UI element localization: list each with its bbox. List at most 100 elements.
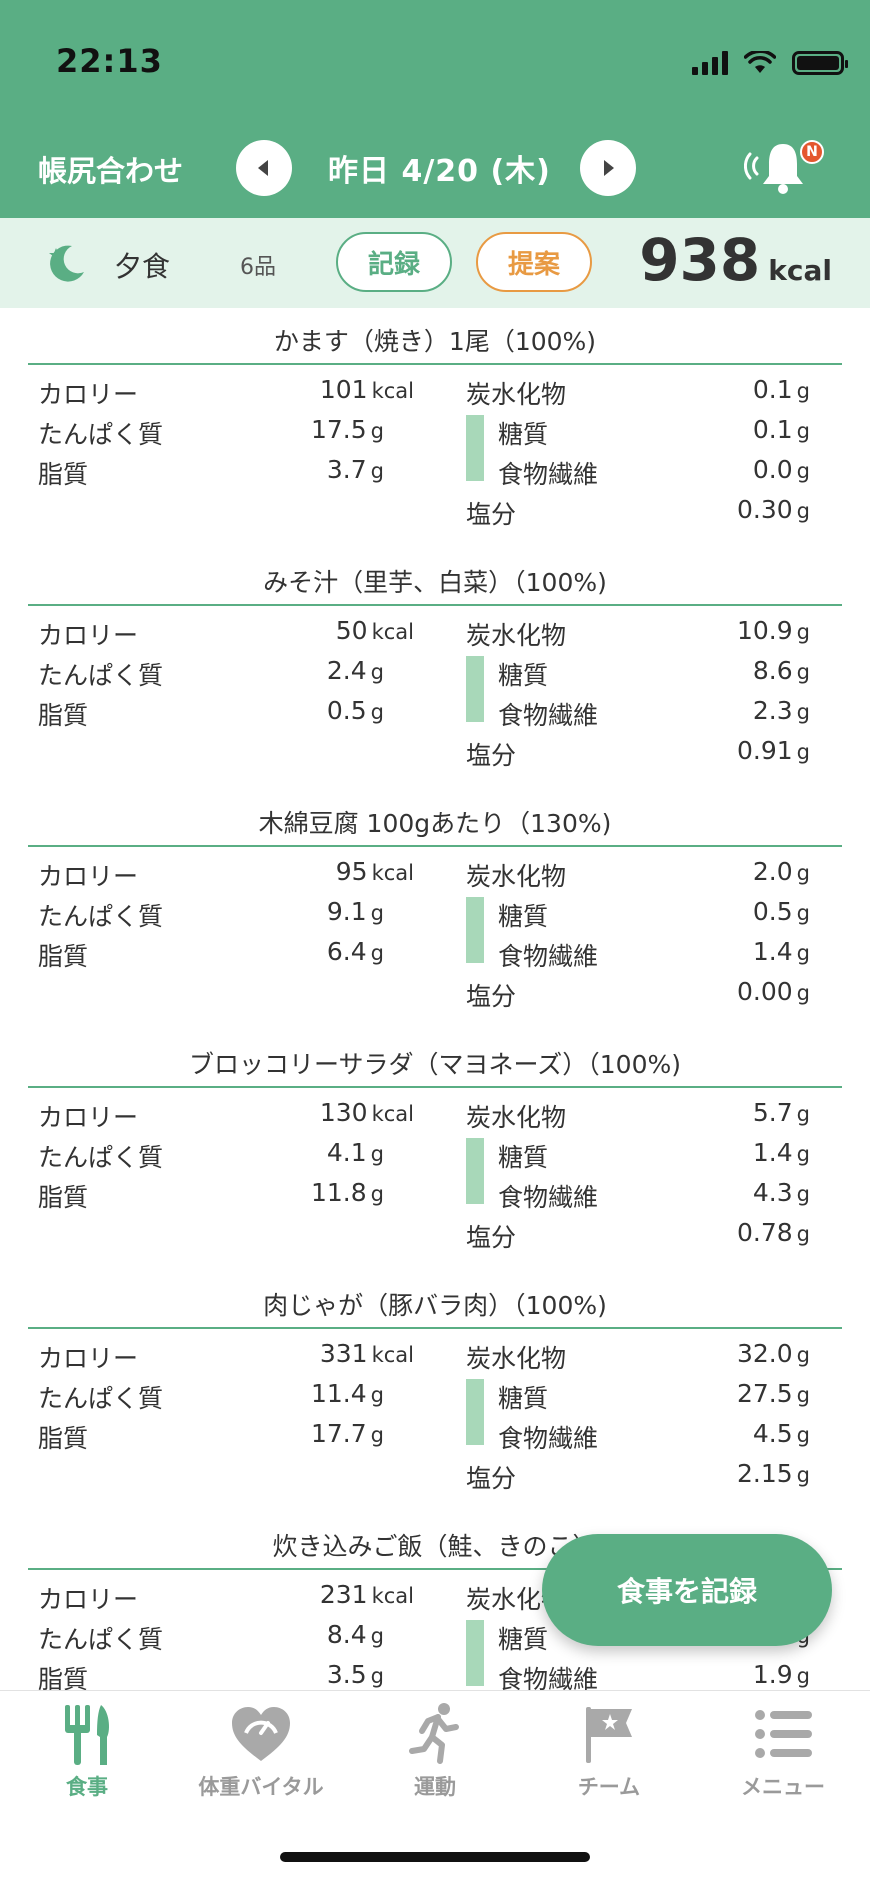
- carb-value: 10.9 g: [736, 616, 810, 645]
- sugar-label: 糖質: [498, 902, 549, 931]
- food-card[interactable]: 肉じゃが（豚バラ肉）（100%) カロリー 331 kcal 炭水化物 32.0 g…: [0, 1272, 870, 1513]
- carb-label: 炭水化物: [466, 380, 567, 409]
- battery-icon: [792, 51, 848, 75]
- calorie-value: 101 kcal: [319, 375, 414, 404]
- calorie-value: 331 kcal: [319, 1339, 414, 1368]
- notification-bell-icon[interactable]: [744, 138, 820, 198]
- suggest-button[interactable]: 提案: [476, 232, 592, 292]
- food-card[interactable]: 木綿豆腐 100gあたり（130%) カロリー 95 kcal 炭水化物 2.0 g…: [0, 790, 870, 1031]
- salt-label: 塩分: [466, 1223, 517, 1252]
- tab-label: チーム: [577, 1775, 641, 1799]
- protein-label: たんぱく質: [38, 1384, 164, 1413]
- sugar-label: 糖質: [498, 420, 549, 449]
- home-indicator: [280, 1852, 590, 1862]
- sugar-value: 8.6 g: [752, 656, 810, 685]
- fiber-label: 食物繊維: [498, 1424, 599, 1453]
- nutrition-grid: カロリー 101 kcal 炭水化物 0.1 g たんぱく質 17.5 g 糖質 0.…: [0, 365, 870, 549]
- sub-nutrient-bar: [466, 1379, 484, 1445]
- fat-value: 17.7 g: [310, 1419, 384, 1448]
- tab-weight-vital[interactable]: 体重バイタル: [174, 1701, 348, 1821]
- calorie-label: カロリー: [38, 1103, 139, 1132]
- protein-label: たんぱく質: [38, 420, 164, 449]
- protein-label: たんぱく質: [38, 1625, 164, 1654]
- flag-icon: [586, 1707, 632, 1763]
- fat-label: 脂質: [38, 460, 89, 489]
- tab-meal[interactable]: 食事: [0, 1701, 174, 1821]
- salt-label: 塩分: [466, 500, 517, 529]
- carb-value: 2.0 g: [752, 857, 810, 886]
- tab-bar: 食事 体重バイタル 運動: [0, 1690, 870, 1884]
- protein-label: たんぱく質: [38, 902, 164, 931]
- record-meal-button[interactable]: 食事を記録: [542, 1534, 832, 1646]
- nutrition-grid: カロリー 50 kcal 炭水化物 10.9 g たんぱく質 2.4 g 糖質 8.6…: [0, 606, 870, 790]
- status-icons: [692, 48, 848, 78]
- sub-nutrient-bar: [466, 656, 484, 722]
- nutrition-grid: カロリー 130 kcal 炭水化物 5.7 g たんぱく質 4.1 g 糖質 1.4…: [0, 1088, 870, 1272]
- protein-value: 17.5 g: [310, 415, 384, 444]
- tab-label: メニュー: [741, 1775, 825, 1799]
- food-card[interactable]: ブロッコリーサラダ（マヨネーズ）（100%) カロリー 130 kcal 炭水化物…: [0, 1031, 870, 1272]
- sub-nutrient-bar: [466, 415, 484, 481]
- salt-value: 0.91 g: [736, 736, 810, 765]
- salt-label: 塩分: [466, 982, 517, 1011]
- calorie-label: カロリー: [38, 380, 139, 409]
- fiber-value: 0.0 g: [752, 455, 810, 484]
- header: 22:13 帳尻合わせ 昨日 4/20 (木) N: [0, 0, 870, 218]
- meal-item-count: 6品: [240, 255, 276, 280]
- protein-value: 4.1 g: [326, 1138, 384, 1167]
- total-calories: 938 kcal: [639, 226, 832, 294]
- food-title: 炊き込みご飯（鮭、きのこ）: [272, 1532, 598, 1561]
- food-divider: [28, 1327, 842, 1329]
- heart-scale-icon: [232, 1707, 290, 1761]
- fiber-label: 食物繊維: [498, 460, 599, 489]
- tab-exercise[interactable]: 運動: [348, 1701, 522, 1821]
- calorie-value: 50 kcal: [335, 616, 414, 645]
- salt-value: 0.30 g: [736, 495, 810, 524]
- tab-team[interactable]: チーム: [522, 1701, 696, 1821]
- food-list[interactable]: かます（焼き）1尾（100%) カロリー 101 kcal 炭水化物 0.1 g た…: [0, 308, 870, 1690]
- food-title: かます（焼き）1尾（100%): [273, 327, 597, 356]
- meal-summary-bar: 夕食 6品 記録 提案 938 kcal: [0, 218, 870, 308]
- food-divider: [28, 363, 842, 365]
- fat-label: 脂質: [38, 1424, 89, 1453]
- food-card[interactable]: かます（焼き）1尾（100%) カロリー 101 kcal 炭水化物 0.1 g た…: [0, 308, 870, 549]
- fiber-label: 食物繊維: [498, 1183, 599, 1212]
- fiber-value: 2.3 g: [752, 696, 810, 725]
- sugar-value: 1.4 g: [752, 1138, 810, 1167]
- calorie-label: カロリー: [38, 621, 139, 650]
- page-title: 帳尻合わせ: [38, 154, 184, 188]
- prev-day-button[interactable]: [236, 140, 292, 196]
- carb-label: 炭水化物: [466, 862, 567, 891]
- calorie-value: 130 kcal: [319, 1098, 414, 1127]
- carb-label: 炭水化物: [466, 1103, 567, 1132]
- fat-label: 脂質: [38, 942, 89, 971]
- sub-nutrient-bar: [466, 1620, 484, 1686]
- protein-value: 2.4 g: [326, 656, 384, 685]
- record-button[interactable]: 記録: [336, 232, 452, 292]
- fiber-label: 食物繊維: [498, 701, 599, 730]
- carb-value: 32.0 g: [736, 1339, 810, 1368]
- calorie-label: カロリー: [38, 862, 139, 891]
- food-divider: [28, 604, 842, 606]
- protein-label: たんぱく質: [38, 1143, 164, 1172]
- tab-label: 運動: [414, 1775, 456, 1799]
- sub-nutrient-bar: [466, 1138, 484, 1204]
- tab-menu[interactable]: メニュー: [696, 1701, 870, 1821]
- fiber-value: 4.3 g: [752, 1178, 810, 1207]
- protein-value: 9.1 g: [326, 897, 384, 926]
- next-day-button[interactable]: [580, 140, 636, 196]
- calorie-value: 231 kcal: [319, 1580, 414, 1609]
- total-kcal-unit: kcal: [768, 254, 832, 287]
- protein-value: 11.4 g: [310, 1379, 384, 1408]
- carb-label: 炭水化物: [466, 621, 567, 650]
- sugar-value: 27.5 g: [736, 1379, 810, 1408]
- carb-value: 5.7 g: [752, 1098, 810, 1127]
- food-title: ブロッコリーサラダ（マヨネーズ）（100%): [189, 1050, 681, 1079]
- fat-value: 11.8 g: [310, 1178, 384, 1207]
- calorie-label: カロリー: [38, 1344, 139, 1373]
- food-card[interactable]: みそ汁（里芋、白菜）（100%) カロリー 50 kcal 炭水化物 10.9 g …: [0, 549, 870, 790]
- tab-label: 食事: [66, 1775, 108, 1799]
- fiber-value: 4.5 g: [752, 1419, 810, 1448]
- sub-nutrient-bar: [466, 897, 484, 963]
